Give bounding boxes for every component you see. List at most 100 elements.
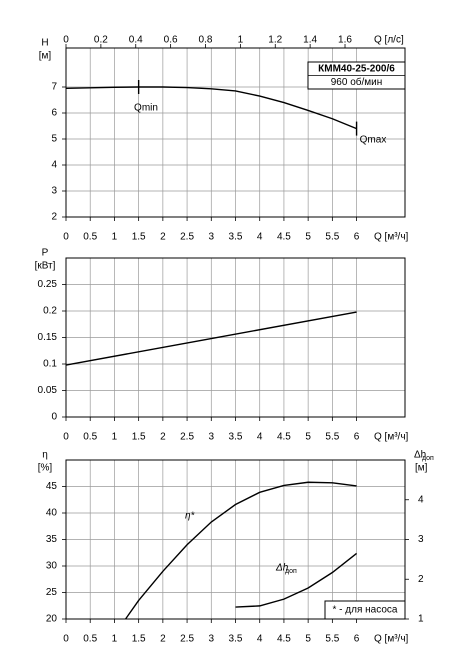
y-axis-unit: [кВт] xyxy=(35,261,56,272)
x-tick-label: 6 xyxy=(354,232,360,243)
y2-axis-unit: [м] xyxy=(415,463,428,474)
series-label-sub: доп xyxy=(285,568,297,575)
y-tick-label: 25 xyxy=(46,587,58,598)
x-tick-label: 2.5 xyxy=(180,432,194,443)
data-line xyxy=(235,552,358,608)
x-tick-label: 0.5 xyxy=(83,432,97,443)
x-tick-label: 3.5 xyxy=(229,432,243,443)
y-tick-label: 3 xyxy=(51,186,57,197)
y2-tick-label: 2 xyxy=(418,574,424,585)
x-tick-label: 6 xyxy=(354,432,360,443)
y-tick-label: 35 xyxy=(46,534,58,545)
x-tick-label: 1.5 xyxy=(132,634,146,645)
x-tick-label: 0 xyxy=(63,232,69,243)
chart-subtitle: 960 об/мин xyxy=(331,76,383,88)
x2-tick-label: 1.2 xyxy=(268,35,282,46)
chart-title: КММ40-25-200/6 xyxy=(318,64,395,75)
note: * - для насоса xyxy=(333,605,398,616)
x-tick-label: 0 xyxy=(63,432,69,443)
x-axis-label: Q [м³/ч] xyxy=(374,634,409,645)
x2-tick-label: 0.4 xyxy=(129,35,143,46)
x2-tick-label: 0.8 xyxy=(199,35,213,46)
x-tick-label: 4.5 xyxy=(277,432,291,443)
x-tick-label: 2.5 xyxy=(180,634,194,645)
plot-frame xyxy=(65,47,406,218)
x2-tick-label: 0 xyxy=(63,35,69,46)
x-tick-label: 3.5 xyxy=(229,232,243,243)
x-tick-label: 4.5 xyxy=(277,232,291,243)
x-tick-label: 1.5 xyxy=(132,432,146,443)
y-tick-label: 0.1 xyxy=(43,359,57,370)
data-line xyxy=(65,311,357,366)
y2-tick-label: 3 xyxy=(418,534,424,545)
x2-axis-label: Q [л/с] xyxy=(374,35,404,46)
data-line xyxy=(124,481,357,620)
x2-tick-label: 0.6 xyxy=(164,35,178,46)
y-axis-label: H xyxy=(41,38,48,49)
x-tick-label: 1.5 xyxy=(132,232,146,243)
y-tick-label: 0.2 xyxy=(43,306,57,317)
limit-label: Qmin xyxy=(134,103,158,114)
x-tick-label: 5 xyxy=(305,432,311,443)
x2-tick-label: 1.4 xyxy=(303,35,317,46)
x-tick-label: 2 xyxy=(160,634,166,645)
y-tick-label: 40 xyxy=(46,508,58,519)
x-tick-label: 2.5 xyxy=(180,232,194,243)
x-tick-label: 4 xyxy=(257,634,263,645)
y2-tick-label: 1 xyxy=(418,614,424,625)
y2-axis-label-sub: доп xyxy=(422,455,434,462)
y-tick-label: 45 xyxy=(46,481,58,492)
x-tick-label: 5.5 xyxy=(325,432,339,443)
x-tick-label: 1 xyxy=(112,232,118,243)
x-tick-label: 5.5 xyxy=(325,232,339,243)
x-axis-label: Q [м³/ч] xyxy=(374,432,409,443)
y-axis-label: P xyxy=(42,248,49,259)
x-axis-label: Q [м³/ч] xyxy=(374,232,409,243)
x-tick-label: 5.5 xyxy=(325,634,339,645)
y-tick-label: 0.05 xyxy=(38,385,58,396)
x-tick-label: 3 xyxy=(209,432,215,443)
limit-label: Qmax xyxy=(360,135,387,146)
x-tick-label: 5 xyxy=(305,634,311,645)
x-tick-label: 3 xyxy=(209,634,215,645)
y-tick-label: 6 xyxy=(51,108,57,119)
y-tick-label: 30 xyxy=(46,561,58,572)
note-box xyxy=(324,600,406,620)
series-label: Δh xyxy=(275,563,289,574)
plot-frame xyxy=(65,257,406,418)
x-tick-label: 1 xyxy=(112,432,118,443)
x-tick-label: 2 xyxy=(160,432,166,443)
y-tick-label: 7 xyxy=(51,82,57,93)
x-tick-label: 6 xyxy=(354,634,360,645)
y-tick-label: 5 xyxy=(51,134,57,145)
x2-tick-label: 0.2 xyxy=(94,35,108,46)
x-tick-label: 4 xyxy=(257,232,263,243)
y-tick-label: 2 xyxy=(51,212,57,223)
x-tick-label: 0.5 xyxy=(83,634,97,645)
y-tick-label: 0.25 xyxy=(38,279,58,290)
x-tick-label: 1 xyxy=(112,634,118,645)
data-line xyxy=(65,86,357,130)
x-tick-label: 2 xyxy=(160,232,166,243)
x-tick-label: 3 xyxy=(209,232,215,243)
series-label: η* xyxy=(185,511,196,522)
x-tick-label: 0 xyxy=(63,634,69,645)
y-axis-label: η xyxy=(42,450,48,461)
y-tick-label: 0.15 xyxy=(38,332,58,343)
x2-tick-label: 1.6 xyxy=(338,35,352,46)
y-axis-unit: [м] xyxy=(39,51,52,62)
x-tick-label: 5 xyxy=(305,232,311,243)
y2-tick-label: 4 xyxy=(418,494,424,505)
plot-frame xyxy=(65,459,406,620)
x-tick-label: 0.5 xyxy=(83,232,97,243)
y-tick-label: 0 xyxy=(51,412,57,423)
x2-tick-label: 1 xyxy=(238,35,244,46)
x-tick-label: 4 xyxy=(257,432,263,443)
x-tick-label: 3.5 xyxy=(229,634,243,645)
x-tick-label: 4.5 xyxy=(277,634,291,645)
y2-axis-label: Δh xyxy=(414,450,426,461)
y-axis-unit: [%] xyxy=(38,463,53,474)
y-tick-label: 4 xyxy=(51,160,57,171)
y-tick-label: 20 xyxy=(46,614,58,625)
